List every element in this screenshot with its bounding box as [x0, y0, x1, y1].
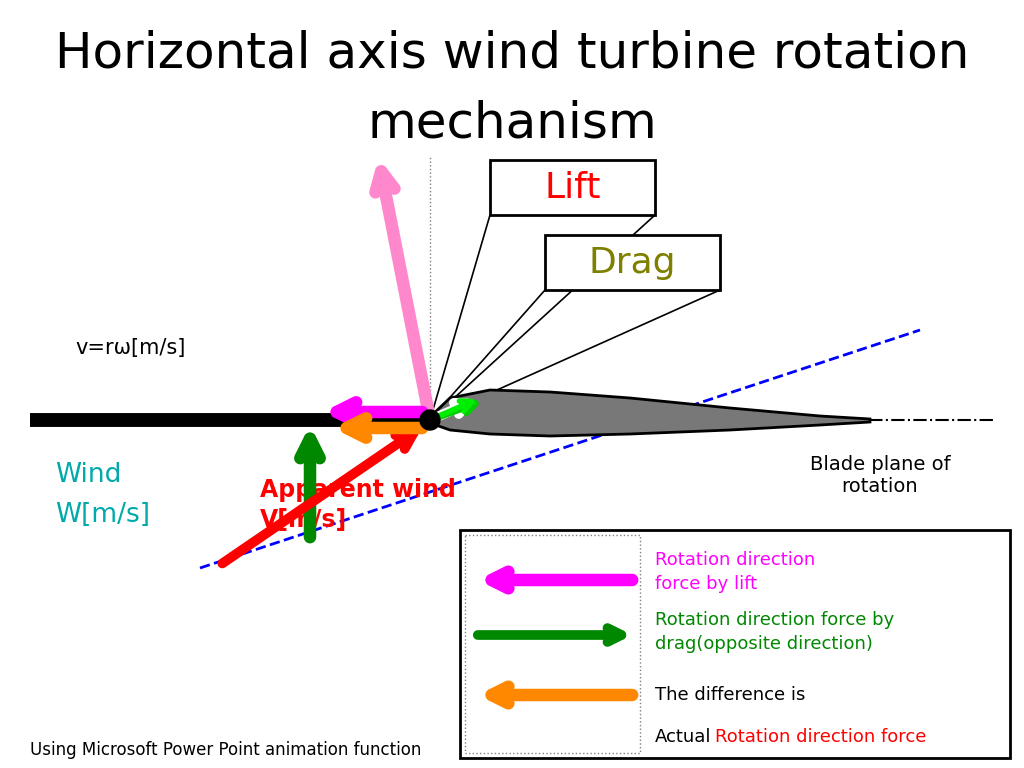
Bar	[465, 535, 640, 753]
Text: Rotation direction force by
drag(opposite direction): Rotation direction force by drag(opposit…	[655, 611, 894, 653]
Text: The difference is: The difference is	[655, 686, 805, 704]
Text: Using Microsoft Power Point animation function: Using Microsoft Power Point animation fu…	[30, 741, 421, 759]
Text: V[m/s]: V[m/s]	[260, 508, 347, 532]
Text: Wind: Wind	[55, 462, 122, 488]
Text: Horizontal axis wind turbine rotation: Horizontal axis wind turbine rotation	[55, 30, 969, 78]
Text: Actual: Actual	[655, 728, 712, 746]
Bar	[545, 235, 720, 290]
Bar	[490, 160, 655, 215]
Text: v=rω[m/s]: v=rω[m/s]	[75, 338, 185, 358]
Text: Apparent wind: Apparent wind	[260, 478, 456, 502]
Circle shape	[420, 410, 440, 430]
Text: mechanism: mechanism	[368, 100, 656, 148]
Text: Rotation direction
force by lift: Rotation direction force by lift	[655, 551, 815, 593]
Polygon shape	[430, 390, 870, 436]
Text: Blade plane of
rotation: Blade plane of rotation	[810, 455, 950, 496]
Text: Lift: Lift	[544, 170, 601, 204]
Text: W[m/s]: W[m/s]	[55, 502, 150, 528]
Bar	[460, 530, 1010, 758]
Text: Rotation direction force: Rotation direction force	[715, 728, 927, 746]
Text: Drag: Drag	[589, 246, 676, 280]
